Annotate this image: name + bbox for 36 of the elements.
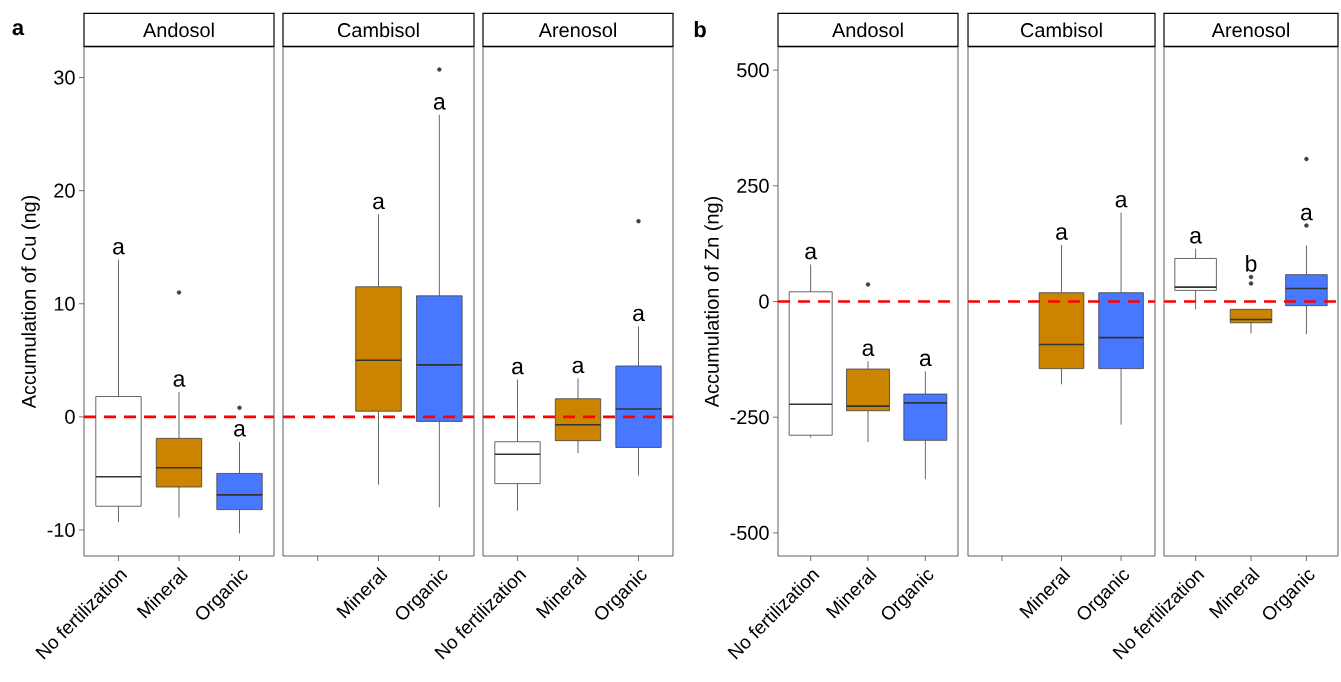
annotation: a: [234, 424, 246, 437]
chart-title: Arenosol: [538, 22, 616, 38]
y-tick-label: -500: [730, 525, 769, 540]
annotation: a: [512, 361, 524, 375]
y-tick-label: 500: [737, 63, 769, 78]
annotation: a: [373, 196, 385, 210]
chart-title: Cambisol: [337, 22, 419, 38]
y-tick-label: 250: [737, 178, 769, 193]
y-tick-label: 30: [54, 70, 75, 85]
y-tick-label: 0: [65, 409, 75, 424]
annotation: a: [1301, 207, 1313, 221]
y-tick-label: 0: [759, 294, 769, 309]
chart-title: Andosol: [832, 22, 903, 38]
y-axis-title: Accumulation of Cu (ng): [21, 195, 40, 409]
text: a: [12, 23, 25, 36]
y-tick-label: -10: [47, 522, 75, 538]
annotation: a: [173, 374, 186, 387]
annotation: a: [633, 308, 645, 322]
annotation: a: [805, 246, 818, 260]
annotation: b: [1246, 254, 1257, 272]
annotation: a: [113, 241, 125, 255]
text: b: [694, 21, 706, 38]
annotation: a: [1190, 231, 1202, 244]
chart-title: Cambisol: [1021, 22, 1102, 38]
annotation: a: [1056, 227, 1068, 240]
annotation: a: [433, 97, 446, 110]
annotation: a: [919, 353, 932, 367]
chart-title: Andosol: [143, 22, 214, 38]
y-tick-label: -250: [730, 410, 769, 425]
annotation: a: [572, 360, 585, 374]
y-tick-label: 10: [54, 296, 75, 311]
chart-title: Arenosol: [1211, 22, 1289, 38]
annotation: a: [1115, 194, 1128, 208]
annotation: a: [862, 343, 875, 356]
y-axis-title: Accumulation of Zn (ng): [704, 197, 723, 408]
y-tick-label: 20: [54, 183, 75, 198]
